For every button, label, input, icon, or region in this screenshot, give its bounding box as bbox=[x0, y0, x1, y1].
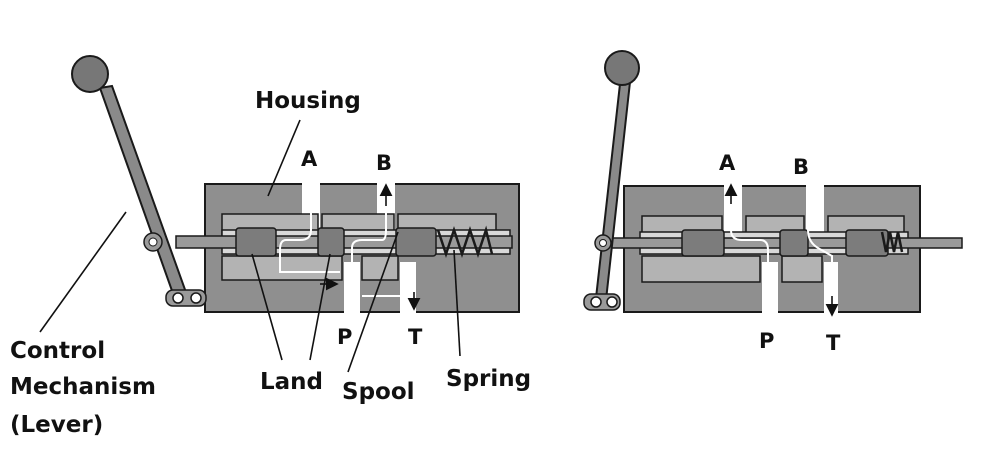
spring-label: Spring bbox=[446, 366, 531, 392]
left-land-1 bbox=[235, 227, 277, 257]
land-label: Land bbox=[260, 369, 323, 395]
callout-leaders bbox=[39, 119, 461, 373]
left-land-3 bbox=[395, 227, 437, 257]
right-port-t-label: T bbox=[826, 331, 841, 355]
left-port-a-label: A bbox=[301, 147, 318, 171]
right-flow-paths bbox=[730, 160, 833, 314]
control-label-line1: Control bbox=[10, 338, 105, 364]
left-spring bbox=[436, 225, 494, 258]
right-lever[interactable] bbox=[583, 50, 640, 311]
left-spool bbox=[175, 227, 513, 257]
right-land-2 bbox=[779, 229, 809, 257]
left-flow-arrows bbox=[320, 183, 421, 311]
right-spring bbox=[880, 231, 904, 253]
spool-label: Spool bbox=[342, 379, 415, 405]
left-valve: A B P T bbox=[71, 55, 520, 349]
housing-label: Housing bbox=[255, 88, 361, 114]
left-lever-knob bbox=[71, 55, 109, 93]
right-spool bbox=[599, 229, 963, 257]
right-land-1 bbox=[681, 229, 725, 257]
left-lever[interactable] bbox=[71, 55, 207, 307]
right-port-p-label: P bbox=[759, 329, 774, 353]
right-port-b-label: B bbox=[793, 155, 809, 179]
right-port-a-label: A bbox=[719, 151, 736, 175]
left-port-t-label: T bbox=[408, 325, 423, 349]
right-flow-arrows bbox=[724, 183, 839, 317]
right-valve: A B P T bbox=[583, 50, 963, 355]
right-lever-knob bbox=[604, 50, 640, 86]
control-label-line3: (Lever) bbox=[10, 412, 103, 438]
left-port-b-label: B bbox=[376, 151, 392, 175]
left-land-2 bbox=[317, 227, 345, 257]
control-label-line2: Mechanism bbox=[10, 374, 156, 400]
left-port-p-label: P bbox=[337, 325, 352, 349]
